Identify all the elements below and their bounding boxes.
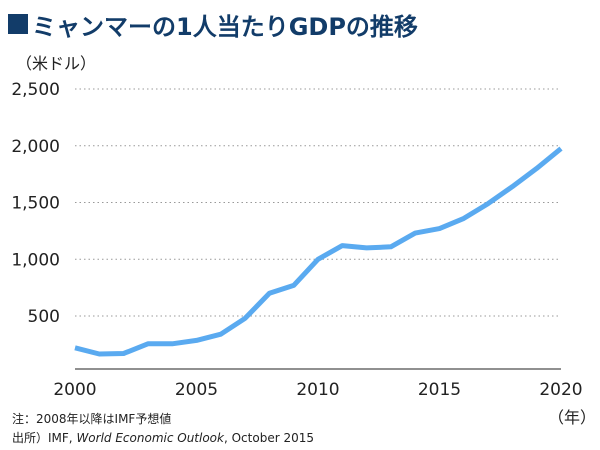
y-tick-label: 500 xyxy=(28,307,60,327)
x-tick-label: 2005 xyxy=(175,380,218,400)
y-tick-label: 2,000 xyxy=(11,137,60,157)
source-prefix: 出所）IMF, xyxy=(12,431,77,445)
title-square-icon xyxy=(8,14,28,34)
source-note: 出所）IMF, World Economic Outlook, October … xyxy=(12,429,314,446)
x-axis-unit-label: （年） xyxy=(548,408,597,427)
x-tick-label: 2000 xyxy=(53,380,96,400)
x-tick-label: 2015 xyxy=(418,380,461,400)
source-publication-title: World Economic Outlook xyxy=(76,431,224,445)
y-tick-label: 1,500 xyxy=(11,194,60,214)
series-layer xyxy=(74,146,563,357)
chart-title-row: ミャンマーの1人当たりGDPの推移 xyxy=(8,4,418,44)
source-suffix: , October 2015 xyxy=(223,431,314,445)
x-tick-label: 2020 xyxy=(539,380,582,400)
x-tick-labels: 2000 2005 2010 2015 2020 xyxy=(53,380,582,400)
y-axis-unit-label: （米ドル） xyxy=(16,54,97,73)
series-line-0 xyxy=(74,146,563,357)
chart-title: ミャンマーの1人当たりGDPの推移 xyxy=(32,12,418,41)
x-tick-label: 2010 xyxy=(296,380,339,400)
y-tick-label: 1,000 xyxy=(11,250,60,270)
y-tick-labels: 500 1,000 1,500 2,000 2,500 xyxy=(11,80,60,327)
y-tick-label: 2,500 xyxy=(11,80,60,100)
forecast-note: 注：2008年以降はIMF予想値 xyxy=(12,412,172,426)
